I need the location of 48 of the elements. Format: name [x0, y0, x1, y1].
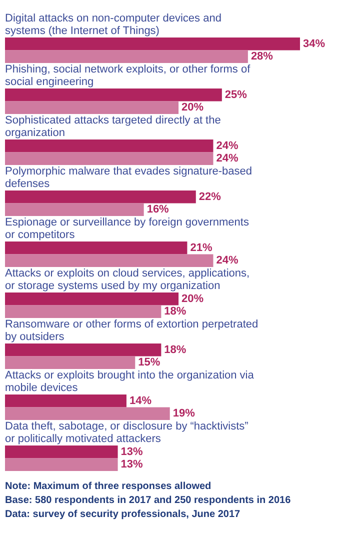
bar	[5, 356, 136, 369]
bar	[5, 254, 214, 267]
y-tick-label: Ransomware or other forms of extortion perpetrated by outsiders	[5, 318, 258, 343]
data-label: 20%	[182, 292, 204, 305]
bar	[5, 458, 118, 471]
data-label: 21%	[190, 242, 212, 254]
text: Note: Maximum of three responses allowed	[5, 481, 212, 492]
bar	[5, 292, 179, 306]
data-label: 25%	[224, 88, 248, 101]
bar	[5, 344, 162, 356]
bar	[5, 38, 300, 50]
data-label: 34%	[303, 38, 326, 50]
data-label: 13%	[120, 458, 144, 471]
data-label: 20%	[182, 102, 204, 114]
bar	[5, 101, 179, 114]
data-label: 13%	[120, 446, 144, 458]
data-label: 16%	[146, 204, 170, 216]
text: Data: survey of security professionals, June 2017	[5, 509, 241, 520]
y-tick-label: Attacks or exploits on cloud services, applications, or storage systems used by my organization	[5, 268, 250, 292]
data-label: 28%	[250, 50, 274, 63]
data-label: 18%	[164, 344, 186, 356]
bar	[5, 152, 214, 165]
y-tick-label: Sophisticated attacks targeted directly at the organization	[5, 114, 221, 139]
bar	[5, 242, 188, 254]
bar	[5, 190, 196, 204]
y-tick-label: Espionage or surveillance by foreign governments or competitors	[5, 216, 250, 241]
data-label: 19%	[172, 408, 196, 420]
y-tick-label: Digital attacks on non-computer devices and systems (the Internet of Things)	[5, 12, 222, 37]
bar	[5, 203, 144, 216]
y-tick-label: Phishing, social network exploits, or other forms of social engineering	[5, 64, 252, 88]
data-label: 14%	[129, 394, 152, 407]
data-label: 24%	[216, 140, 238, 152]
data-label: 24%	[216, 152, 238, 165]
y-tick-label: Polymorphic malware that evades signature-based defenses	[5, 166, 252, 190]
bar	[5, 140, 214, 152]
bar	[5, 446, 118, 458]
data-label: 18%	[164, 306, 186, 318]
bar	[5, 50, 248, 63]
y-tick-label: Data theft, sabotage, or disclosure by “hacktivists” or politically motivated attackers	[5, 420, 249, 445]
bar	[5, 88, 222, 102]
bar	[5, 305, 162, 318]
text: Base: 580 respondents in 2017 and 250 respondents in 2016	[5, 495, 292, 506]
data-label: 15%	[138, 356, 160, 369]
data-label: 22%	[198, 190, 222, 203]
y-tick-label: Attacks or exploits brought into the organization via mobile devices	[5, 370, 255, 394]
bar	[5, 394, 126, 408]
data-label: 24%	[216, 254, 238, 267]
bar	[5, 407, 170, 420]
